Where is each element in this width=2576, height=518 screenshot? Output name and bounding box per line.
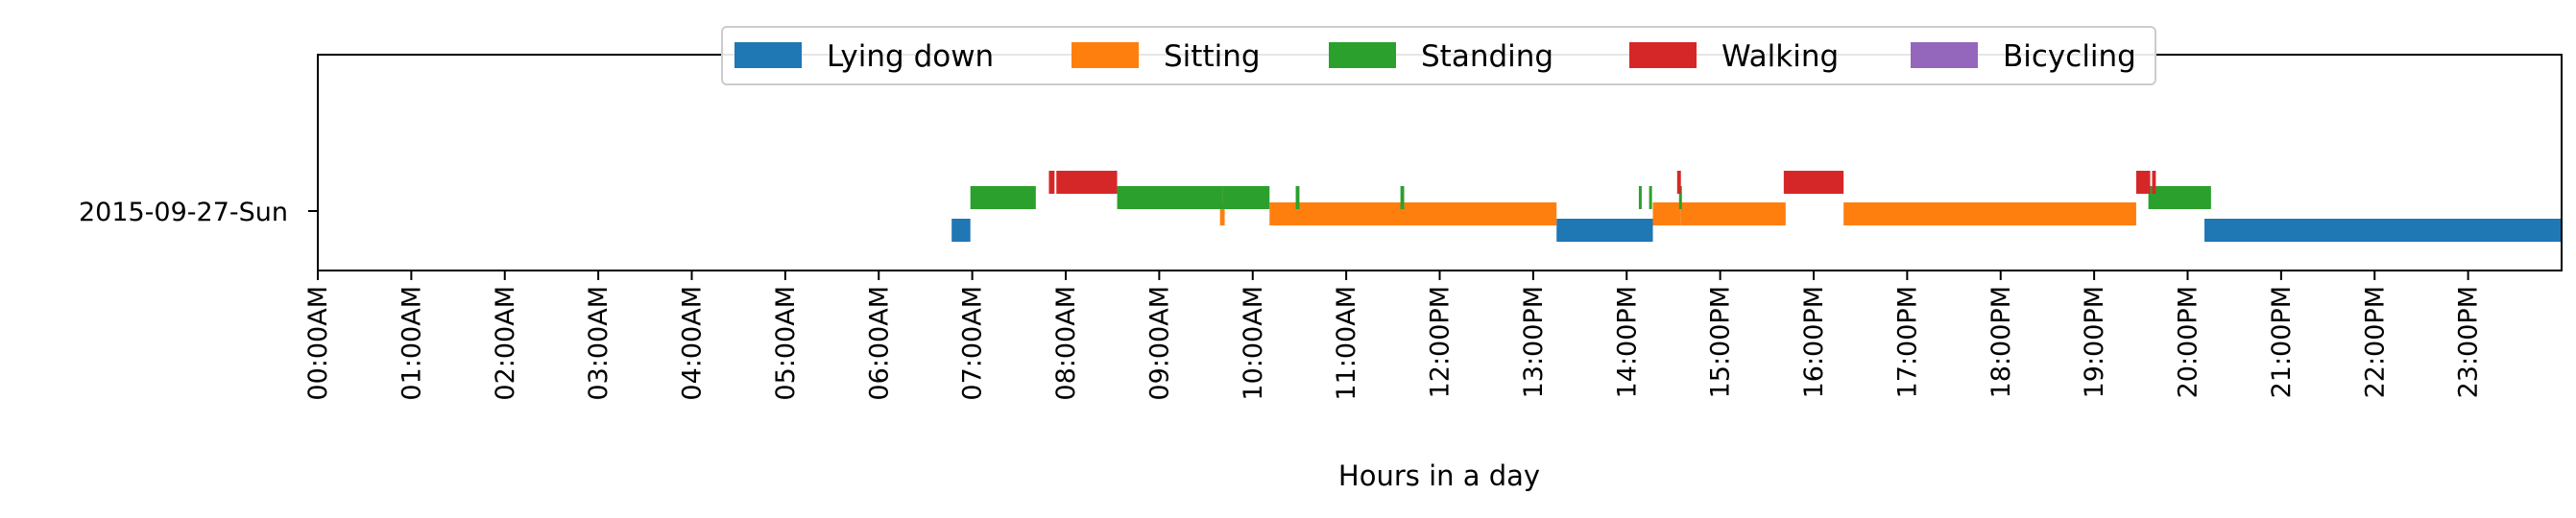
x-tick-label: 16:00PM	[1799, 286, 1829, 398]
bar-sitting	[1680, 202, 1786, 225]
legend-label-standing: Standing	[1421, 39, 1553, 74]
bar-lying-down	[2204, 219, 2562, 242]
bar-walking	[2152, 171, 2156, 194]
legend-swatch-bicycling	[1911, 42, 1978, 68]
x-tick-label: 13:00PM	[1519, 286, 1549, 398]
x-axis: 00:00AM 01:00AM 02:00AM 03:00AM 04:00AM 05:00…	[303, 271, 2484, 401]
x-tick-label: 20:00PM	[2174, 286, 2203, 398]
x-tick-label: 06:00AM	[864, 286, 894, 401]
bar-walking	[1676, 171, 1681, 194]
bar-standing	[970, 186, 1036, 209]
bar-lying-down	[951, 219, 971, 242]
legend-swatch-standing	[1329, 42, 1396, 68]
x-tick-label: 04:00AM	[678, 286, 708, 401]
x-tick-label: 10:00AM	[1239, 286, 1268, 401]
legend: Lying down Sitting Standing Walking Bicyclin…	[721, 26, 2156, 85]
x-tick-label: 11:00AM	[1332, 286, 1361, 401]
bar-standing	[1295, 186, 1300, 209]
bar-sitting	[1269, 202, 1557, 225]
bar-sitting	[1219, 202, 1225, 225]
bar-lying-down	[1556, 219, 1653, 242]
x-tick-label: 15:00PM	[1706, 286, 1736, 398]
y-tick-label: 2015-09-27-Sun	[79, 198, 288, 227]
x-tick-label: 05:00AM	[771, 286, 801, 401]
bar-standing	[2148, 186, 2211, 209]
bar-walking	[2135, 171, 2151, 194]
x-axis-title: Hours in a day	[1338, 459, 1540, 492]
x-tick-label: 17:00PM	[1892, 286, 1922, 398]
legend-label-walking: Walking	[1721, 39, 1839, 74]
x-tick-label: 19:00PM	[2080, 286, 2109, 398]
x-tick-label: 03:00AM	[584, 286, 614, 401]
bar-walking	[1056, 171, 1118, 194]
x-tick-label: 08:00AM	[1051, 286, 1081, 401]
x-tick-label: 02:00AM	[491, 286, 520, 401]
x-tick-label: 23:00PM	[2454, 286, 2484, 398]
bar-walking	[1048, 171, 1055, 194]
legend-box	[721, 26, 2156, 85]
x-tick-label: 09:00AM	[1144, 286, 1174, 401]
bar-sitting	[1843, 202, 2136, 225]
legend-swatch-sitting	[1071, 42, 1139, 68]
x-tick-label: 01:00AM	[397, 286, 426, 401]
bar-walking	[1783, 171, 1844, 194]
x-tick-label: 00:00AM	[303, 286, 333, 401]
bar-standing	[1222, 186, 1270, 209]
x-tick-label: 07:00AM	[958, 286, 988, 401]
legend-label-sitting: Sitting	[1164, 39, 1261, 74]
legend-swatch-lying-down	[734, 42, 802, 68]
x-tick-label: 21:00PM	[2267, 286, 2297, 398]
x-tick-label: 14:00PM	[1612, 286, 1642, 398]
bar-standing	[1649, 186, 1652, 209]
legend-swatch-walking	[1629, 42, 1697, 68]
x-tick-label: 12:00PM	[1426, 286, 1456, 398]
x-tick-label: 22:00PM	[2360, 286, 2390, 398]
bar-sitting	[1652, 202, 1681, 225]
y-axis: 2015-09-27-Sun	[79, 198, 318, 227]
legend-label-lying-down: Lying down	[827, 39, 994, 74]
bar-standing	[1117, 186, 1223, 209]
bar-standing	[1638, 186, 1642, 209]
bar-standing	[1400, 186, 1405, 209]
x-tick-label: 18:00PM	[1986, 286, 2016, 398]
activity-bars	[951, 171, 2562, 242]
bar-standing	[1678, 186, 1682, 209]
legend-label-bicycling: Bicycling	[2003, 39, 2136, 74]
